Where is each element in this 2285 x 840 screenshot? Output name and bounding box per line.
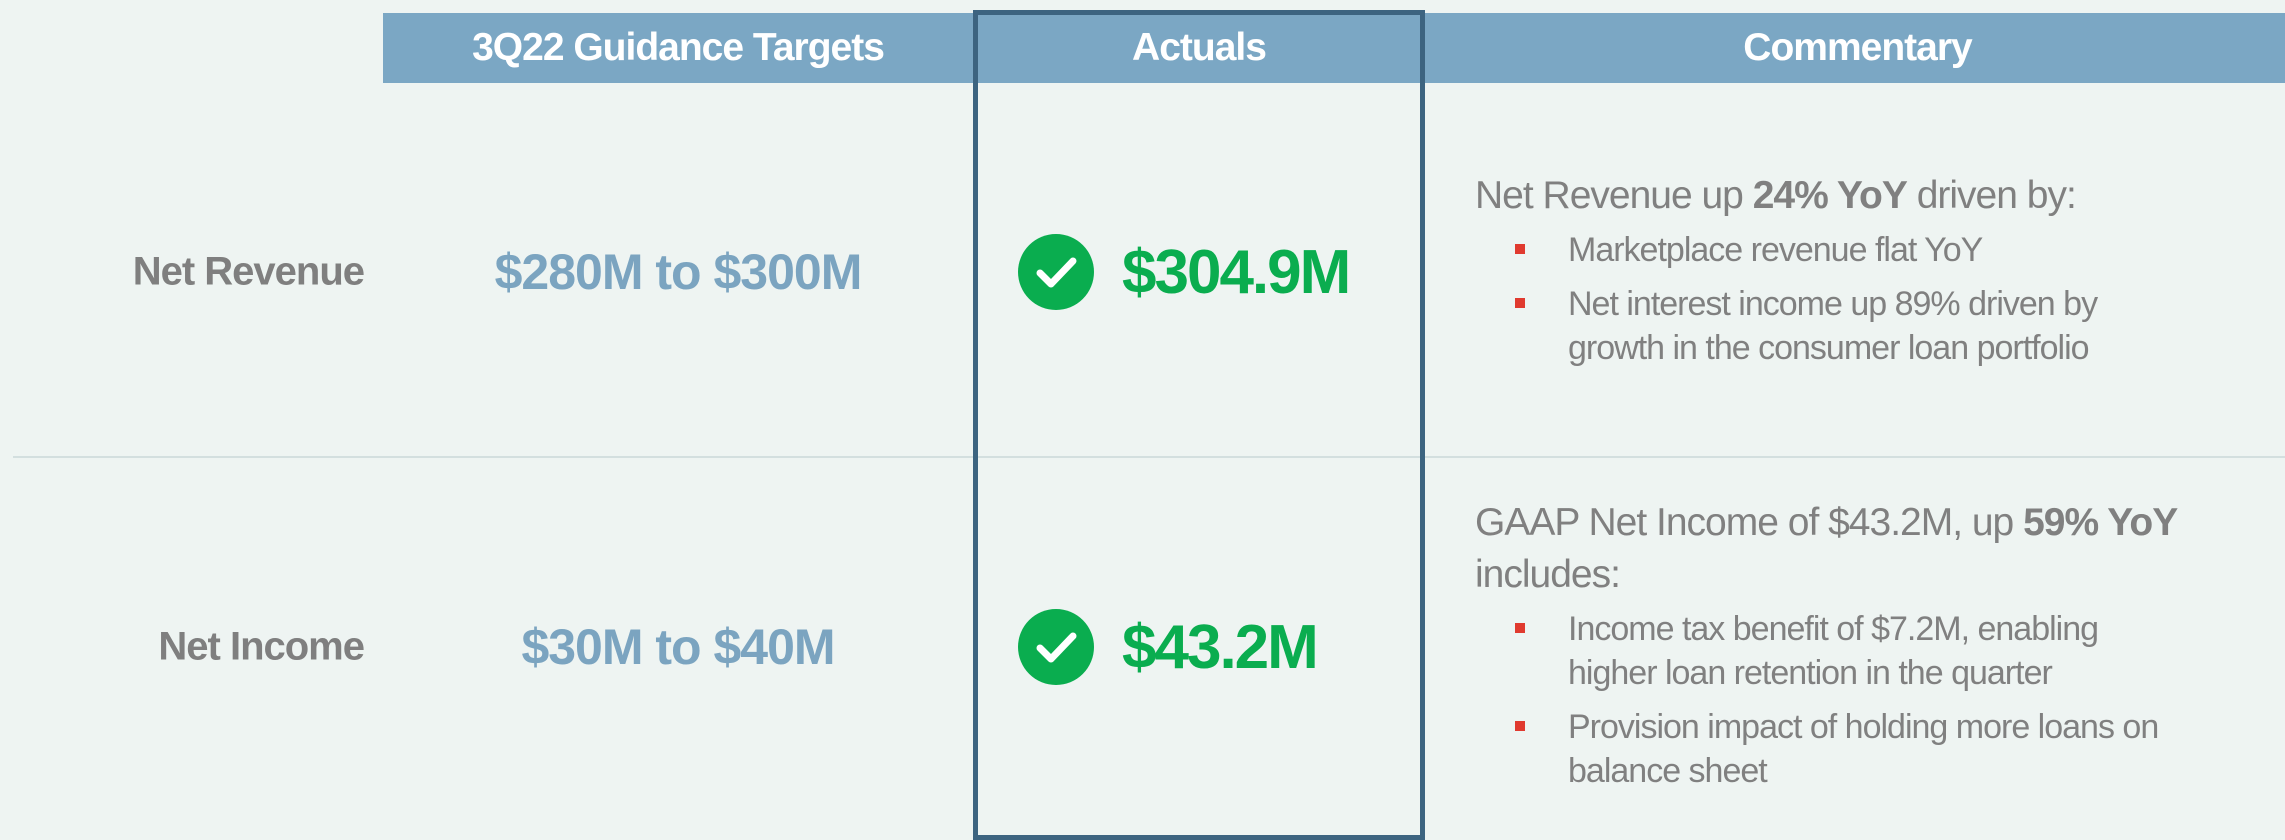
bullet: Marketplace revenue flat YoY — [1475, 228, 2178, 272]
check-icon — [1018, 609, 1094, 685]
actual-value: $43.2M — [1122, 612, 1319, 682]
guidance: $280M to $300M — [494, 244, 863, 300]
header-cell: Commentary — [1743, 26, 1972, 69]
commentary-heading: GAAP Net Income of $43.2M, up 59% YoY in… — [1475, 497, 2265, 601]
commentary-heading: Net Revenue up 24% YoY driven by: — [1475, 170, 2265, 222]
heading-part: includes: — [1475, 553, 1621, 596]
check-icon — [1018, 234, 1094, 310]
row-label: Net Income — [158, 624, 365, 669]
bullet: Net interest income up 89% driven by gro… — [1475, 282, 2178, 370]
bullet-list: Income tax benefit of $7.2M, enabling hi… — [1475, 607, 2265, 793]
heading-part: driven by: — [1906, 174, 2077, 217]
bullet-list: Marketplace revenue flat YoY Net interest… — [1475, 228, 2265, 370]
actuals-highlight — [973, 10, 1425, 840]
bullet: Provision impact of holding more loans o… — [1475, 705, 2178, 793]
header-bar — [383, 13, 2285, 83]
header-cell: Actuals — [1132, 26, 1267, 69]
heading-part: 24% YoY — [1752, 174, 1908, 217]
commentary: Net Revenue up 24% YoY driven by: Marketp… — [1475, 170, 2265, 380]
heading-part: GAAP Net Income of $43.2M, up — [1475, 501, 2024, 544]
heading-part: Net Revenue up — [1475, 174, 1753, 217]
row-divider — [13, 456, 2285, 458]
actual: $43.2M — [1018, 609, 1319, 685]
guidance: $30M to $40M — [521, 619, 835, 675]
actual-value: $304.9M — [1122, 237, 1351, 307]
actual: $304.9M — [1018, 234, 1351, 310]
heading-part: 59% YoY — [2023, 501, 2178, 544]
commentary: GAAP Net Income of $43.2M, up 59% YoY in… — [1475, 497, 2265, 803]
header-cell: 3Q22 Guidance Targets — [472, 26, 885, 69]
row-label: Net Revenue — [132, 249, 365, 294]
bullet: Income tax benefit of $7.2M, enabling hi… — [1475, 607, 2178, 695]
